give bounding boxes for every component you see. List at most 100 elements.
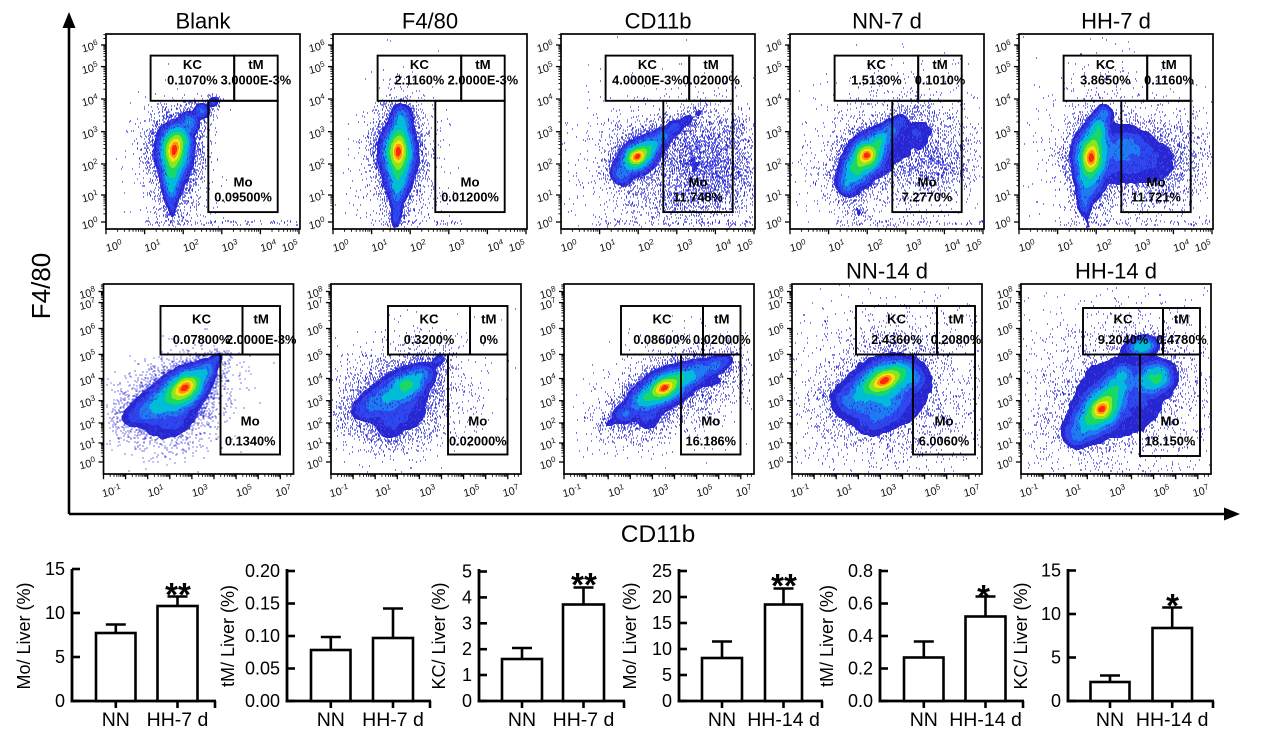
svg-text:16.186%: 16.186%	[686, 434, 737, 449]
svg-text:5: 5	[55, 647, 65, 667]
svg-text:KC: KC	[1096, 57, 1116, 72]
svg-text:KC: KC	[419, 312, 439, 327]
svg-text:tM: tM	[1174, 312, 1189, 327]
svg-text:**: **	[771, 567, 797, 604]
svg-text:HH-7 d: HH-7 d	[553, 709, 615, 731]
svg-text:NN: NN	[102, 709, 130, 731]
svg-text:0.6: 0.6	[848, 594, 873, 614]
svg-text:F4/80: F4/80	[26, 253, 56, 320]
svg-text:3.8650%: 3.8650%	[1080, 73, 1131, 88]
svg-text:107: 107	[305, 295, 325, 313]
svg-text:NN-7 d: NN-7 d	[852, 9, 922, 34]
svg-text:NN: NN	[1096, 709, 1124, 731]
svg-text:102: 102	[80, 157, 100, 175]
svg-text:HH-7 d: HH-7 d	[1081, 9, 1151, 34]
svg-text:KC: KC	[638, 57, 658, 72]
svg-text:15: 15	[652, 613, 672, 633]
svg-text:101: 101	[598, 237, 618, 255]
svg-text:0.02000%: 0.02000%	[693, 332, 751, 347]
svg-text:18.150%: 18.150%	[1145, 434, 1196, 449]
svg-text:0.0: 0.0	[848, 691, 873, 711]
svg-text:10: 10	[45, 603, 65, 623]
svg-text:102: 102	[993, 157, 1013, 175]
svg-text:101: 101	[606, 482, 626, 500]
svg-text:Mo: Mo	[1160, 414, 1179, 429]
svg-text:101: 101	[373, 482, 393, 500]
svg-text:5: 5	[462, 562, 472, 582]
svg-text:Mo: Mo	[468, 414, 487, 429]
svg-text:KC/ Liver (%): KC/ Liver (%)	[429, 582, 449, 689]
svg-text:20: 20	[652, 587, 672, 607]
svg-text:0.10: 0.10	[245, 626, 280, 646]
svg-text:0.20: 0.20	[245, 561, 280, 581]
svg-text:0.2080%: 0.2080%	[931, 332, 982, 347]
svg-text:102: 102	[307, 157, 327, 175]
svg-text:**: **	[571, 566, 597, 603]
svg-text:HH-14 d: HH-14 d	[949, 709, 1022, 731]
svg-text:102: 102	[764, 157, 784, 175]
svg-text:HH-14 d: HH-14 d	[1136, 709, 1209, 731]
svg-text:101: 101	[766, 436, 786, 454]
svg-text:0%: 0%	[480, 332, 499, 347]
svg-text:Mo/ Liver (%): Mo/ Liver (%)	[620, 582, 640, 689]
svg-text:0.08600%: 0.08600%	[633, 332, 691, 347]
svg-text:0.1160%: 0.1160%	[1144, 73, 1194, 88]
svg-text:102: 102	[408, 237, 428, 255]
svg-text:102: 102	[181, 237, 201, 255]
svg-text:107: 107	[78, 295, 98, 313]
svg-text:Mo: Mo	[1146, 175, 1165, 190]
svg-text:4: 4	[462, 587, 472, 607]
svg-text:0.02000%: 0.02000%	[682, 73, 740, 88]
svg-text:107: 107	[734, 482, 754, 500]
svg-text:10: 10	[652, 639, 672, 659]
svg-text:0.15: 0.15	[245, 594, 280, 614]
svg-text:Blank: Blank	[175, 9, 231, 34]
svg-text:KC/ Liver (%): KC/ Liver (%)	[1011, 582, 1031, 689]
svg-text:KC: KC	[192, 312, 212, 327]
svg-text:101: 101	[307, 188, 327, 206]
svg-text:2.0000E-3%: 2.0000E-3%	[226, 332, 297, 347]
svg-text:101: 101	[538, 436, 558, 454]
svg-text:0.00: 0.00	[245, 691, 280, 711]
svg-text:0.05: 0.05	[245, 659, 280, 679]
svg-text:25: 25	[652, 561, 672, 581]
svg-text:101: 101	[535, 188, 555, 206]
svg-text:HH-14 d: HH-14 d	[747, 709, 820, 731]
svg-text:6.0060%: 6.0060%	[919, 434, 970, 449]
svg-text:101: 101	[78, 436, 98, 454]
svg-text:3: 3	[462, 613, 472, 633]
svg-text:101: 101	[143, 237, 163, 255]
svg-text:102: 102	[78, 416, 98, 434]
svg-text:101: 101	[80, 188, 100, 206]
svg-text:2: 2	[462, 639, 472, 659]
svg-text:102: 102	[865, 237, 885, 255]
svg-text:0: 0	[662, 691, 672, 711]
svg-text:7.2770%: 7.2770%	[902, 190, 953, 205]
svg-text:HH-14 d: HH-14 d	[1075, 259, 1157, 284]
svg-text:102: 102	[995, 416, 1015, 434]
svg-text:101: 101	[834, 482, 854, 500]
svg-text:15: 15	[45, 559, 65, 579]
svg-text:101: 101	[993, 188, 1013, 206]
svg-text:101: 101	[995, 436, 1015, 454]
svg-text:0.4780%: 0.4780%	[1156, 332, 1207, 347]
svg-text:Mo: Mo	[688, 175, 707, 190]
svg-text:KC: KC	[652, 312, 672, 327]
svg-text:Mo: Mo	[233, 175, 252, 190]
svg-text:101: 101	[370, 237, 390, 255]
svg-text:3.0000E-3%: 3.0000E-3%	[221, 73, 292, 88]
svg-text:107: 107	[995, 295, 1015, 313]
svg-text:2.4360%: 2.4360%	[871, 332, 922, 347]
svg-text:Mo: Mo	[701, 414, 720, 429]
svg-text:Mo/ Liver (%): Mo/ Liver (%)	[14, 582, 34, 689]
svg-text:NN: NN	[317, 709, 345, 731]
svg-text:102: 102	[766, 416, 786, 434]
svg-text:Mo: Mo	[934, 414, 953, 429]
svg-text:HH-7 d: HH-7 d	[362, 709, 424, 731]
svg-text:KC: KC	[867, 57, 887, 72]
svg-text:107: 107	[962, 482, 982, 500]
svg-text:2.0000E-3%: 2.0000E-3%	[448, 73, 519, 88]
svg-text:tM: tM	[932, 57, 947, 72]
svg-text:NN: NN	[708, 709, 736, 731]
svg-text:9.2040%: 9.2040%	[1098, 332, 1149, 347]
